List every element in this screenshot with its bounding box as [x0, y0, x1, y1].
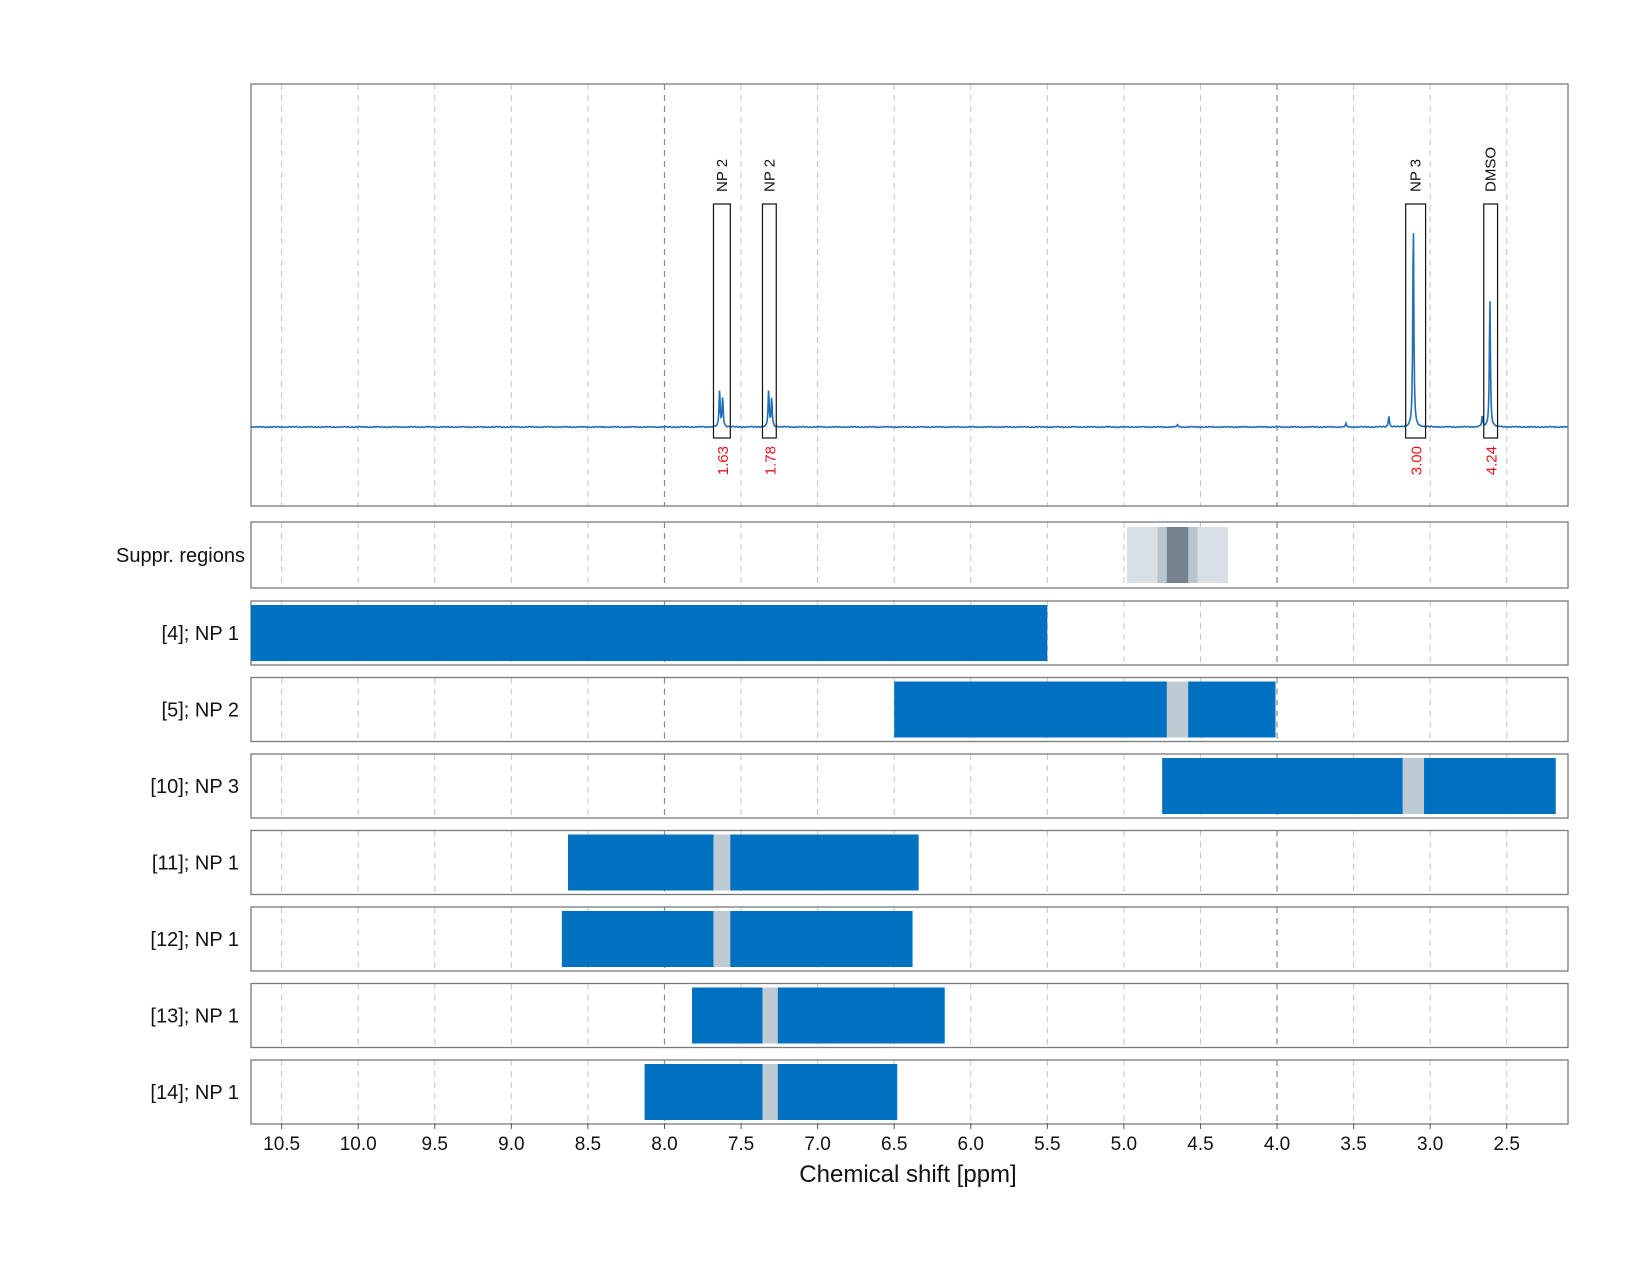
annotation-label: DMSO	[1483, 147, 1500, 192]
grid-layer	[281, 84, 1508, 1124]
x-axis-title: Chemical shift [ppm]	[799, 1161, 1016, 1188]
x-tick-label: 6.0	[958, 1134, 984, 1155]
x-tick-label: 3.5	[1340, 1134, 1366, 1155]
row-label: [10]; NP 3	[150, 776, 239, 798]
integral-value: 4.24	[1484, 446, 1501, 475]
x-tick-label: 7.0	[804, 1134, 830, 1155]
annotation-label: NP 3	[1408, 159, 1425, 192]
spectrum-frame	[250, 83, 1569, 507]
range-bar	[1162, 758, 1556, 814]
range-bar	[894, 681, 1276, 738]
x-tick-label: 7.5	[728, 1134, 754, 1155]
range-bar	[561, 911, 913, 967]
row-frame	[250, 1059, 1569, 1125]
x-tick-label: 10.0	[340, 1134, 377, 1155]
x-tick-label: 9.0	[498, 1134, 524, 1155]
x-tick-label: 3.0	[1417, 1134, 1443, 1155]
range-gap	[762, 987, 778, 1044]
integral-value: 3.00	[1409, 446, 1426, 475]
row-label: [4]; NP 1	[162, 623, 239, 645]
row-frame	[250, 753, 1569, 819]
range-bar	[567, 834, 919, 891]
x-tick-label: 6.5	[881, 1134, 907, 1155]
row-frame	[250, 829, 1569, 896]
row-frame	[250, 906, 1569, 972]
row-label: [13]; NP 1	[150, 1006, 239, 1028]
suppression-frame	[250, 521, 1569, 589]
range-gap	[762, 1064, 778, 1120]
range-bar	[692, 987, 945, 1044]
annotation-box	[1405, 203, 1427, 439]
x-tick-label: 5.5	[1034, 1134, 1060, 1155]
row-label: [14]; NP 1	[150, 1082, 239, 1104]
x-tick-label: 8.0	[651, 1134, 677, 1155]
row-label: [12]; NP 1	[150, 929, 239, 951]
annotation-label: NP 2	[714, 159, 731, 192]
row-frame	[250, 676, 1569, 743]
x-tick-label: 2.5	[1494, 1134, 1520, 1155]
suppression-region-inner	[1166, 527, 1189, 583]
suppression-label: Suppr. regions	[116, 545, 245, 567]
row-label: [11]; NP 1	[152, 853, 239, 875]
annotation-label: NP 2	[761, 159, 778, 192]
x-tick-label: 5.0	[1111, 1134, 1137, 1155]
row-panels: [4]; NP 1 [5]; NP 2 [10]; NP 3 [11]; NP 1 [1…	[150, 600, 1569, 1125]
x-tick-label: 10.5	[263, 1134, 300, 1155]
range-gap	[713, 911, 731, 967]
annotation-box	[761, 203, 777, 439]
range-gap	[1166, 681, 1189, 738]
row-frame	[250, 982, 1569, 1049]
x-axis: 10.5 10.0 9.5 9.0 8.5 8.0 7.5 7.0 6.5 6.0 5.5 5.0 4.…	[263, 1123, 1520, 1155]
annotation-box	[712, 203, 731, 439]
x-tick-label: 4.5	[1187, 1134, 1213, 1155]
spectrum-line	[250, 233, 1569, 429]
integral-value: 1.63	[715, 446, 732, 475]
row-label: [5]; NP 2	[162, 700, 239, 722]
spectrum-panel: NP 2 1.63 NP 2 1.78 NP 3 3.00 DMSO 4.24	[250, 83, 1569, 507]
x-tick-label: 4.0	[1264, 1134, 1290, 1155]
range-gap	[1402, 758, 1425, 814]
range-bar	[251, 605, 1048, 661]
range-gap	[713, 834, 731, 891]
annotation-box	[1483, 203, 1499, 439]
suppression-panel: Suppr. regions	[116, 521, 1569, 589]
x-tick-label: 9.5	[422, 1134, 448, 1155]
integral-value: 1.78	[762, 446, 779, 475]
x-tick-label: 8.5	[575, 1134, 601, 1155]
